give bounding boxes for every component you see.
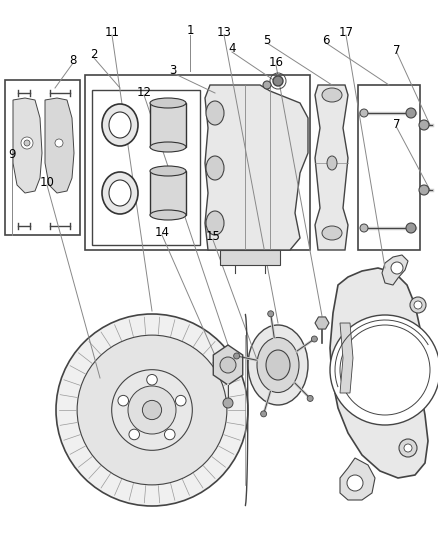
Circle shape	[165, 429, 175, 440]
Circle shape	[404, 444, 412, 452]
Text: 13: 13	[216, 26, 231, 38]
Text: 8: 8	[69, 53, 77, 67]
Circle shape	[360, 109, 368, 117]
Ellipse shape	[206, 101, 224, 125]
Polygon shape	[315, 317, 329, 329]
Text: 12: 12	[137, 85, 152, 99]
Circle shape	[176, 395, 186, 406]
Circle shape	[128, 386, 176, 434]
Circle shape	[268, 311, 274, 317]
Circle shape	[142, 400, 162, 419]
Circle shape	[56, 314, 248, 506]
Bar	[85, 75, 310, 250]
Circle shape	[307, 395, 313, 401]
Circle shape	[55, 139, 63, 147]
Polygon shape	[340, 458, 375, 500]
Polygon shape	[315, 85, 348, 250]
Ellipse shape	[266, 350, 290, 380]
Ellipse shape	[150, 142, 186, 152]
Circle shape	[419, 120, 429, 130]
Ellipse shape	[150, 166, 186, 176]
Circle shape	[273, 76, 283, 86]
Polygon shape	[382, 255, 408, 285]
Circle shape	[21, 137, 33, 149]
Circle shape	[129, 429, 140, 440]
Circle shape	[419, 185, 429, 195]
Circle shape	[263, 81, 271, 89]
Text: 7: 7	[393, 44, 401, 56]
Bar	[5, 80, 80, 235]
Ellipse shape	[102, 172, 138, 214]
Text: 11: 11	[105, 26, 120, 38]
Circle shape	[406, 223, 416, 233]
Polygon shape	[205, 85, 308, 250]
Circle shape	[223, 398, 233, 408]
Ellipse shape	[150, 210, 186, 220]
Text: 17: 17	[339, 26, 353, 38]
Circle shape	[414, 301, 422, 309]
Circle shape	[112, 370, 192, 450]
Ellipse shape	[150, 98, 186, 108]
Bar	[150, 171, 186, 215]
Ellipse shape	[322, 226, 342, 240]
Ellipse shape	[109, 112, 131, 138]
Text: 6: 6	[322, 34, 330, 46]
Text: 2: 2	[90, 49, 98, 61]
Circle shape	[399, 439, 417, 457]
Text: 7: 7	[393, 118, 401, 132]
Polygon shape	[213, 345, 243, 385]
Circle shape	[347, 475, 363, 491]
Circle shape	[360, 224, 368, 232]
Text: 1: 1	[186, 25, 194, 37]
Ellipse shape	[102, 104, 138, 146]
Ellipse shape	[327, 156, 337, 170]
Circle shape	[118, 395, 128, 406]
Text: 5: 5	[263, 34, 271, 46]
Ellipse shape	[248, 325, 308, 405]
Text: 9: 9	[8, 149, 16, 161]
Circle shape	[24, 140, 30, 146]
Ellipse shape	[206, 156, 224, 180]
Text: 14: 14	[155, 225, 170, 238]
Circle shape	[311, 336, 318, 342]
Circle shape	[330, 315, 438, 425]
Ellipse shape	[257, 337, 299, 392]
Text: 3: 3	[170, 63, 177, 77]
Circle shape	[147, 375, 157, 385]
Circle shape	[406, 108, 416, 118]
Ellipse shape	[322, 88, 342, 102]
Circle shape	[220, 357, 236, 373]
Text: 15: 15	[205, 230, 220, 244]
Polygon shape	[45, 98, 74, 193]
Polygon shape	[340, 323, 353, 393]
Bar	[220, 250, 280, 265]
Ellipse shape	[109, 180, 131, 206]
Bar	[92, 90, 200, 245]
Text: 4: 4	[228, 43, 236, 55]
Circle shape	[410, 297, 426, 313]
Text: 16: 16	[268, 55, 283, 69]
Circle shape	[391, 262, 403, 274]
Polygon shape	[13, 98, 42, 193]
Circle shape	[261, 411, 267, 417]
Bar	[358, 85, 420, 250]
Text: 10: 10	[39, 176, 54, 190]
Circle shape	[233, 353, 240, 359]
Ellipse shape	[206, 211, 224, 235]
Circle shape	[77, 335, 227, 485]
Polygon shape	[330, 268, 428, 478]
Bar	[150, 103, 186, 147]
